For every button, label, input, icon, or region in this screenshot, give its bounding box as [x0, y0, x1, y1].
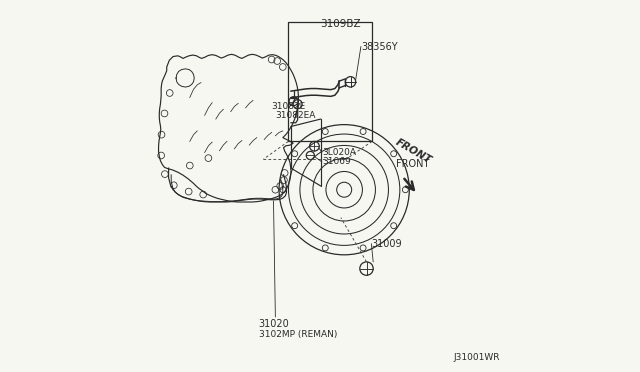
- Text: 3102MP (REMAN): 3102MP (REMAN): [259, 330, 337, 339]
- Text: 3109BZ: 3109BZ: [320, 19, 360, 29]
- Text: J31001WR: J31001WR: [454, 353, 500, 362]
- Text: 31082EA: 31082EA: [275, 111, 316, 120]
- Text: FRONT: FRONT: [394, 137, 433, 165]
- Text: 31020: 31020: [259, 319, 289, 328]
- Text: 3L020A: 3L020A: [322, 148, 356, 157]
- Text: 31069: 31069: [322, 157, 351, 166]
- Text: 31082E: 31082E: [271, 102, 306, 110]
- Text: 31009: 31009: [371, 239, 402, 248]
- Bar: [289, 22, 372, 141]
- Text: 38356Y: 38356Y: [361, 42, 397, 51]
- Text: FRONT: FRONT: [396, 159, 429, 169]
